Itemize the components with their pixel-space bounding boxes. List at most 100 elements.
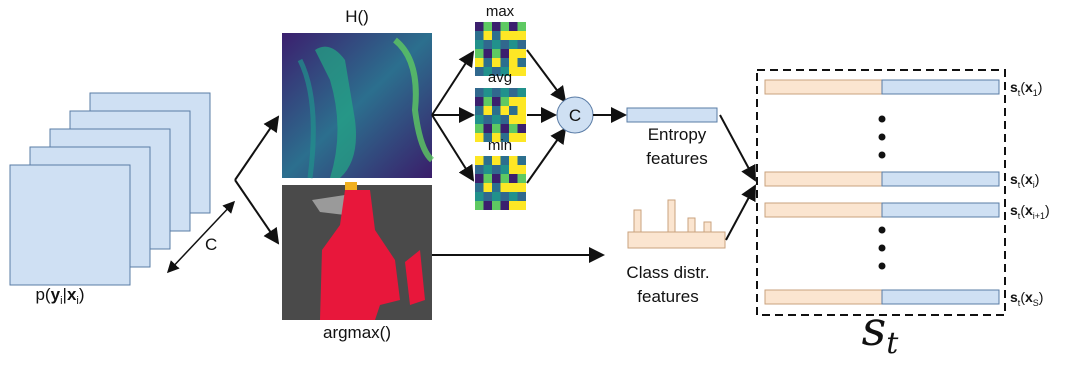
pool-cell (501, 174, 510, 183)
entropy-features-label: Entropy (648, 125, 707, 144)
output-bar-right (882, 290, 999, 304)
pool-cell (518, 31, 527, 40)
output-bar-left (765, 80, 882, 94)
pool-cell (475, 22, 484, 31)
pool-cell (475, 49, 484, 58)
label-part: s (1010, 202, 1018, 218)
pool-cell (518, 40, 527, 49)
label-part: ) (1045, 202, 1050, 218)
pool-cell (492, 174, 501, 183)
pool-cell (492, 40, 501, 49)
pool-cell (484, 201, 493, 210)
entropy-feature-bar (627, 108, 717, 122)
pool-cell (501, 201, 510, 210)
pool-cell (492, 106, 501, 115)
pool-cell (475, 165, 484, 174)
output-symbol: st (862, 301, 900, 360)
pool-cell (492, 192, 501, 201)
pool-cell (518, 133, 527, 142)
input-stack (10, 93, 210, 285)
pool-cell (475, 124, 484, 133)
pool-cell (484, 88, 493, 97)
pool-cell (509, 165, 518, 174)
pool-cell (509, 156, 518, 165)
pool-cell (492, 124, 501, 133)
pool-cell (518, 165, 527, 174)
pool-cell (509, 124, 518, 133)
pool-cell (492, 156, 501, 165)
pool-cell (484, 31, 493, 40)
pool-label: max (486, 3, 515, 20)
pool-cell (475, 67, 484, 76)
pool-cell (484, 124, 493, 133)
label-part: x (1025, 289, 1033, 305)
pool-cell (509, 22, 518, 31)
pool-cell (518, 22, 527, 31)
pool-cell (475, 40, 484, 49)
pool-cell (475, 133, 484, 142)
pool-cell (484, 22, 493, 31)
argmax-map (282, 182, 432, 320)
pool-cell (484, 40, 493, 49)
pool-cell (492, 183, 501, 192)
label-part: ) (1038, 79, 1043, 95)
argmax-map-title: argmax() (323, 323, 391, 342)
pool-cell (492, 115, 501, 124)
output-bar-right (882, 203, 999, 217)
entropy-map-title: H() (345, 7, 369, 26)
pool-cell (509, 183, 518, 192)
pool-cell (509, 115, 518, 124)
pool-cell (501, 106, 510, 115)
concat-label: C (569, 106, 581, 125)
pool-cell (509, 97, 518, 106)
output-bar-right (882, 80, 999, 94)
label-part: x (1025, 202, 1033, 218)
pool-cell (501, 31, 510, 40)
class-features-label: Class distr. (626, 263, 709, 282)
pool-cell (509, 31, 518, 40)
pool-map (475, 156, 526, 210)
pool-cell (518, 156, 527, 165)
pool-cell (492, 165, 501, 174)
pool-map (475, 88, 526, 142)
pool-cell (501, 22, 510, 31)
label-part: ) (1039, 289, 1044, 305)
pool-cell (509, 58, 518, 67)
pool-label: min (488, 137, 512, 154)
output-bar-left (765, 203, 882, 217)
pool-cell (501, 115, 510, 124)
pool-cell (509, 201, 518, 210)
pool-cell (484, 183, 493, 192)
pool-cell (509, 174, 518, 183)
pool-cell (484, 97, 493, 106)
channel-label: C (205, 235, 217, 254)
pool-cell (509, 49, 518, 58)
output-bar-right (882, 172, 999, 186)
pool-cell (518, 49, 527, 58)
pool-map (475, 22, 526, 76)
entropy-map (282, 33, 432, 178)
pool-cell (501, 97, 510, 106)
class-hist (628, 200, 725, 248)
pool-cell (492, 201, 501, 210)
pool-cell (518, 67, 527, 76)
pool-cell (518, 97, 527, 106)
pool-cell (484, 49, 493, 58)
pool-cell (501, 88, 510, 97)
label-part: x (1025, 79, 1033, 95)
pool-cell (475, 183, 484, 192)
dots (879, 116, 886, 270)
pool-cell (475, 201, 484, 210)
pool-cell (518, 58, 527, 67)
pool-cell (518, 88, 527, 97)
label-part: ) (1035, 171, 1040, 187)
pool-cell (501, 165, 510, 174)
pool-cell (501, 183, 510, 192)
pool-cell (518, 124, 527, 133)
label-part: s (1010, 79, 1018, 95)
entropy-features-label: features (646, 149, 707, 168)
pool-cell (492, 97, 501, 106)
pool-cell (475, 58, 484, 67)
output-box (757, 70, 1005, 315)
pool-cell (475, 192, 484, 201)
